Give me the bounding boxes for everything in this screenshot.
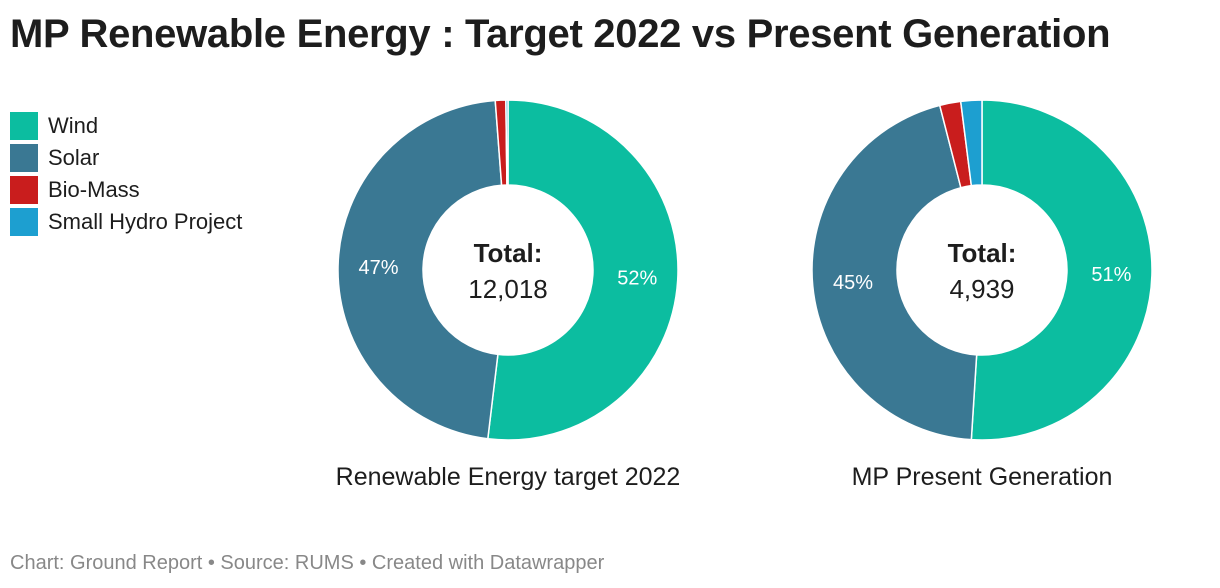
legend-item: Solar (10, 142, 242, 174)
legend-label: Small Hydro Project (48, 209, 243, 234)
legend: Wind Solar Bio-Mass Small Hydro Project (10, 110, 242, 238)
donut-slice-small-hydro-project (505, 99, 509, 186)
slice-label: 45% (833, 272, 873, 294)
legend-item: Bio-Mass (10, 174, 242, 206)
donut-slice-wind (970, 99, 1153, 441)
donut-slice-solar (811, 104, 978, 441)
slice-label: 52% (617, 268, 657, 290)
legend-swatch (10, 208, 38, 236)
legend-swatch (10, 176, 38, 204)
total-label: Total: (948, 238, 1017, 268)
slice-label: 51% (1091, 264, 1131, 286)
legend-label: Solar (48, 145, 100, 170)
chart-subtitle: MP Present Generation (852, 463, 1113, 491)
slice-label: 47% (359, 257, 399, 279)
footer: Chart: Ground Report • Source: RUMS • Cr… (10, 552, 605, 574)
total-value: 4,939 (949, 274, 1014, 304)
donut-slice-wind (486, 99, 679, 441)
legend-item: Wind (10, 110, 242, 142)
donut-slice-small-hydro-project (959, 99, 983, 187)
chart-subtitle: Renewable Energy target 2022 (336, 463, 681, 491)
total-label: Total: (474, 238, 543, 268)
chart-title: MP Renewable Energy : Target 2022 vs Pre… (10, 12, 1111, 56)
legend-swatch (10, 112, 38, 140)
legend-item: Small Hydro Project (10, 206, 242, 238)
legend-label: Wind (48, 113, 99, 138)
legend-label: Bio-Mass (48, 177, 140, 202)
total-value: 12,018 (468, 274, 548, 304)
legend-swatch (10, 144, 38, 172)
donut-slice-solar (337, 99, 503, 440)
